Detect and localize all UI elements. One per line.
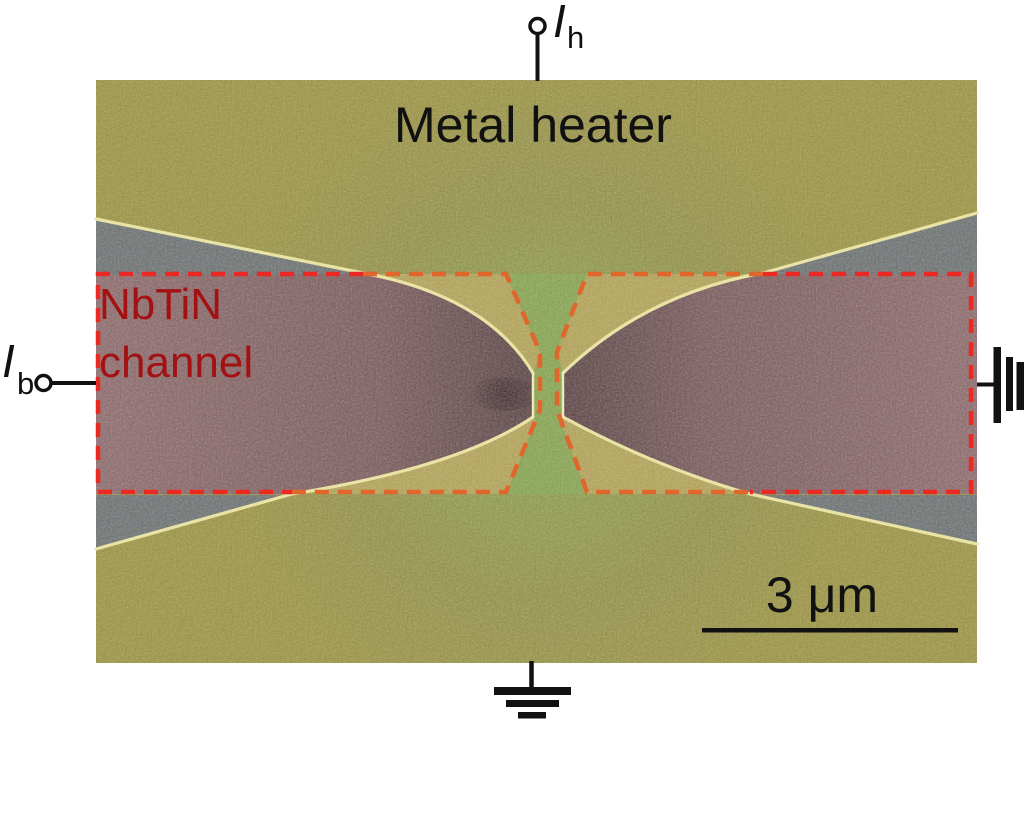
sem-micrograph: Metal heater NbTiN channel 3 μm <box>94 80 979 663</box>
right-contact-bar-3 <box>1016 362 1024 410</box>
heater-current-symbol: I <box>553 0 566 47</box>
nbtin-outline-left-red <box>95 271 363 495</box>
edge-highlight-bottom-left <box>94 415 535 551</box>
scale-bar-line <box>702 628 958 633</box>
circuit-annotations: I h I b <box>2 0 1024 719</box>
heater-current-terminal <box>528 16 547 36</box>
ground-bar-2 <box>506 700 559 707</box>
bias-current-terminal <box>34 373 53 393</box>
ground-bar-3 <box>518 712 546 719</box>
heater-current-subscript: h <box>567 20 584 55</box>
right-contact-bar-1 <box>993 347 1001 423</box>
scale-bar-label: 3 μm <box>766 567 878 623</box>
edge-highlight-top-right <box>561 211 979 375</box>
right-contact-bar-2 <box>1006 357 1013 411</box>
bias-current-symbol: I <box>2 335 15 387</box>
nbtin-channel-label-line2: channel <box>99 338 253 387</box>
ground-symbol <box>494 661 571 719</box>
nbtin-outline-left-orange <box>292 271 543 495</box>
nbtin-outline-right-red <box>750 271 974 495</box>
nbtin-outline-right-orange <box>554 271 763 495</box>
sem-grain-texture <box>96 80 977 663</box>
nbtin-channel-label-line1: NbTiN <box>99 280 222 329</box>
bias-current-subscript: b <box>17 366 34 401</box>
ground-bar-1 <box>494 687 571 695</box>
metal-heater-label: Metal heater <box>394 97 672 153</box>
edge-highlight-top-left <box>94 217 535 375</box>
right-contact-symbol <box>977 347 1024 423</box>
